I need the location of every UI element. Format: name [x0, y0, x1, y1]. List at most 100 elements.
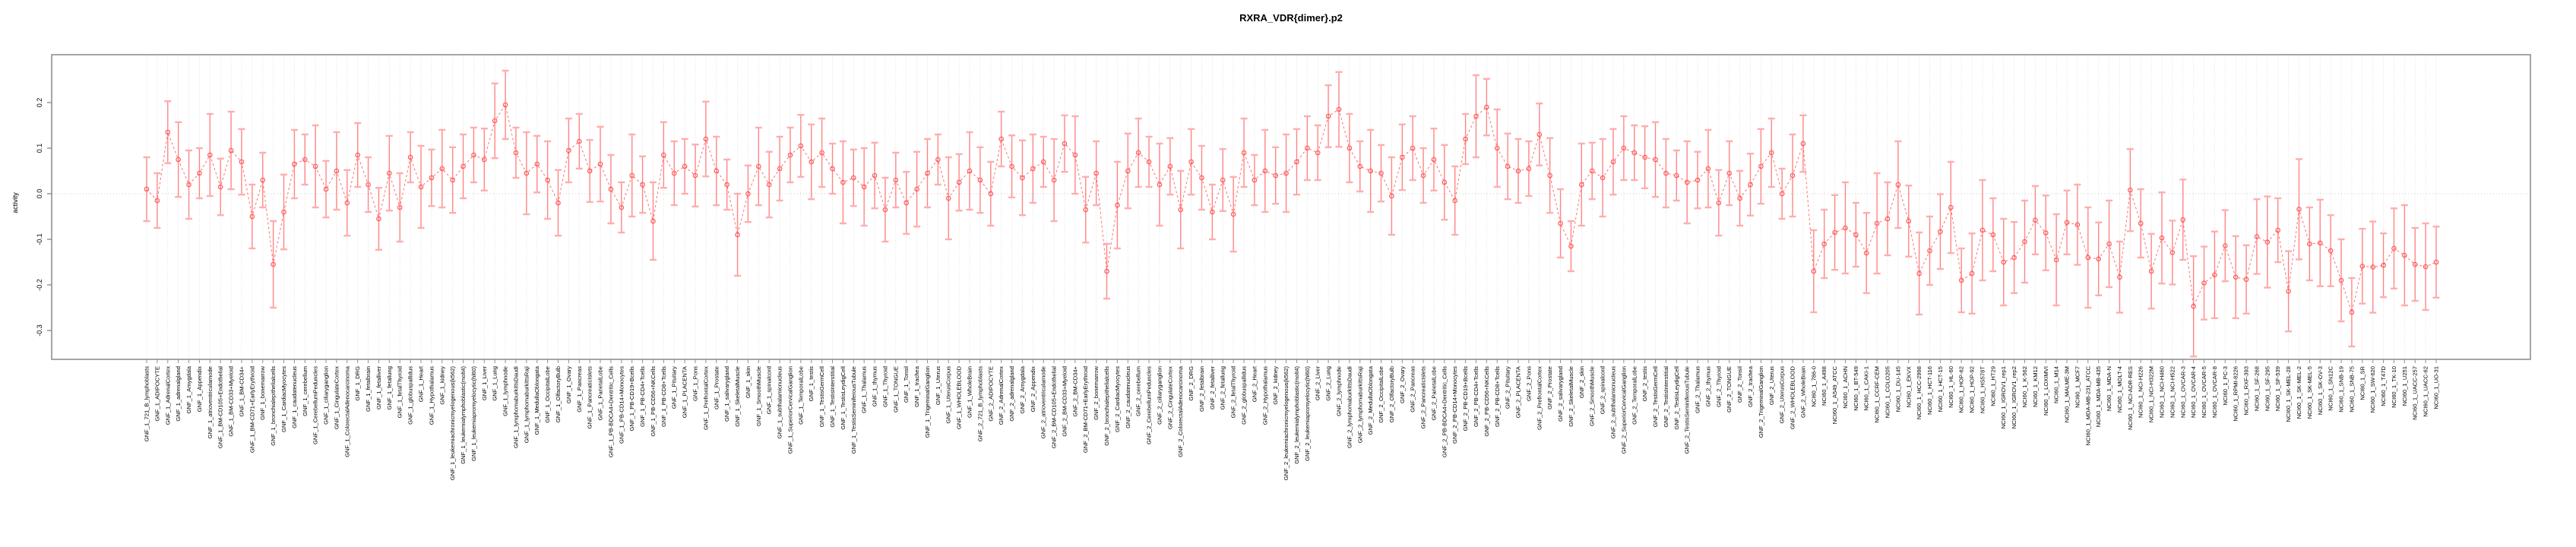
x-tick-label: GNF_1_adrenalgland	[175, 366, 182, 422]
x-tick-label: GNF_2_spinalcord	[1600, 366, 1606, 414]
data-point	[249, 213, 255, 220]
data-point	[893, 177, 899, 183]
x-tick-label: GNF_1_UterusCorpus	[945, 366, 952, 424]
x-tick-label: NCI60_1_MOLT-4	[2116, 366, 2123, 413]
data-point	[1463, 136, 1468, 142]
data-point	[2201, 280, 2207, 286]
y-tick-label: -0.1	[36, 233, 43, 245]
data-point	[2138, 220, 2144, 226]
x-tick-label: GNF_2_leukemiachronicmyelogenous(k562)	[1283, 366, 1290, 481]
x-tick-label: GNF_1_BM-CD71+EarlyErythroid	[248, 366, 255, 453]
x-tick-label: GNF_2_fetalliver	[1209, 366, 1216, 409]
data-point	[1125, 168, 1131, 174]
data-point	[619, 204, 625, 210]
data-point	[735, 232, 740, 238]
x-tick-label: GNF_1_fetalliver	[375, 366, 382, 409]
data-point	[2169, 250, 2176, 255]
x-tick-label: GNF_1_subthalamicnucleus	[777, 366, 783, 439]
data-point	[1906, 218, 1912, 224]
data-point	[292, 161, 297, 167]
data-point	[534, 161, 540, 167]
data-point	[787, 152, 793, 158]
x-tick-label: NCI60_1_MDA-N	[2106, 366, 2112, 411]
data-point	[429, 175, 435, 181]
x-tick-label: NCI60_1_SF-268	[2253, 366, 2260, 411]
data-point	[2402, 252, 2407, 258]
data-point	[1283, 170, 1289, 176]
data-point	[450, 177, 455, 183]
data-point	[1188, 159, 1194, 165]
data-point	[418, 184, 424, 190]
x-tick-label: GNF_1_OccipitalLobe	[544, 366, 551, 423]
x-tick-label: GNF_2_kidney	[1272, 366, 1279, 405]
x-tick-label: GNF_2_ciliaryganglion	[1156, 366, 1163, 425]
data-point	[2180, 217, 2186, 223]
x-tick-label: GNF_2_DRG	[1188, 366, 1195, 401]
x-tick-label: GNF_1_PB-CD8+Tcells	[660, 366, 667, 427]
x-tick-label: GNF_2_SuperiorCervicalGanglion	[1620, 366, 1627, 454]
x-tick-label: NCI60_1_A549_ATCC	[1831, 365, 1838, 424]
x-tick-label: NCI60_1_HCT-15	[1937, 366, 1944, 412]
data-point	[2412, 261, 2418, 267]
data-point	[2011, 255, 2017, 261]
x-tick-label: GNF_1_atrioventricularnode	[207, 366, 214, 438]
data-point	[1948, 204, 1954, 210]
data-point	[1178, 207, 1184, 213]
x-tick-label: NCI60_1_NCI-H522	[2169, 366, 2176, 418]
data-point	[977, 177, 983, 183]
data-point	[2349, 309, 2355, 315]
x-tick-label: NCI60_1_U251	[2401, 366, 2408, 406]
x-tick-label: NCI60_1_IGROV1_rep2	[2011, 366, 2017, 428]
x-tick-label: GNF_2_fetallung	[1220, 366, 1226, 409]
data-point	[967, 168, 973, 174]
data-point	[2064, 220, 2070, 226]
data-point	[1969, 270, 1975, 277]
data-point	[1832, 229, 1837, 236]
x-tick-label: GNF_2_BM-CD33+Myeloid	[1061, 366, 1068, 437]
y-tick-label: -0.2	[36, 279, 43, 291]
x-tick-label: GNF_1_DRG	[354, 366, 361, 401]
x-tick-label: GNF_2_TestisLeydigCell	[1673, 366, 1680, 430]
x-tick-label: GNF_2_TestisSeminiferousTubule	[1684, 366, 1691, 454]
x-tick-label: NCI60_1_OVCAR-8	[2211, 366, 2218, 418]
x-tick-label: GNF_1_ColorectalAdenocarcinoma	[343, 365, 350, 457]
y-axis: 0.2 0.1 0.0 -0.1 -0.2 -0.3	[36, 98, 52, 337]
data-point	[597, 161, 603, 167]
x-tick-label: NCI60_1_HCC-2998	[1916, 366, 1923, 419]
x-tick-label: GNF_1_Pituitary	[671, 366, 678, 409]
data-point	[165, 129, 171, 135]
data-point	[334, 168, 340, 174]
x-tick-label: GNF_1_Pancreas	[576, 366, 583, 413]
x-tick-label: GNF_1_bonemarrow	[259, 365, 266, 419]
data-point	[260, 177, 266, 183]
x-tick-label: NCI60_1_A498	[1821, 366, 1828, 406]
x-tick-label: GNF_1_globuspallidus	[407, 366, 414, 425]
data-point	[239, 159, 245, 165]
x-tick-label: GNF_1_AdrenalCortex	[164, 366, 171, 425]
x-tick-label: GNF_1_caudatenucleus	[291, 366, 298, 428]
x-tick-label: GNF_2_bronchialepithelialcells	[1103, 366, 1110, 446]
x-tick-label: GNF_2_PB-BDCA4+Dentritic_Cells	[1441, 366, 1448, 457]
data-point	[492, 118, 498, 124]
x-tick-label: GNF_1_SuperiorCervicalGanglion	[786, 366, 793, 454]
data-point	[387, 170, 392, 176]
x-tick-label: NCI60_1_SK-MEL-28	[2285, 366, 2292, 422]
x-tick-label: GNF_2_CerebellumPeduncles	[1146, 366, 1153, 444]
data-point	[2074, 222, 2081, 228]
data-point	[1347, 145, 1353, 151]
x-tick-label: NCI60_1_SN12C	[2328, 365, 2334, 410]
x-tick-label: GNF_1_PrefrontalCortex	[702, 366, 709, 430]
data-point	[502, 102, 508, 108]
data-point	[1990, 232, 1996, 238]
data-point	[2338, 277, 2344, 283]
x-tick-label: GNF_1_thymus	[872, 366, 878, 406]
x-tick-label: NCI60_1_MDA-MB-435	[2095, 366, 2102, 427]
x-tick-label: NCI60_1_OVCAR-4	[2190, 366, 2197, 418]
data-point	[2381, 262, 2386, 268]
data-point	[2085, 255, 2091, 261]
data-point	[2433, 259, 2439, 265]
data-point	[945, 195, 951, 201]
x-tick-label: GNF_1_fetalThyroid	[397, 366, 403, 418]
x-tick-label: GNF_2_ParietalLobe	[1430, 366, 1437, 420]
data-point	[1695, 177, 1701, 183]
